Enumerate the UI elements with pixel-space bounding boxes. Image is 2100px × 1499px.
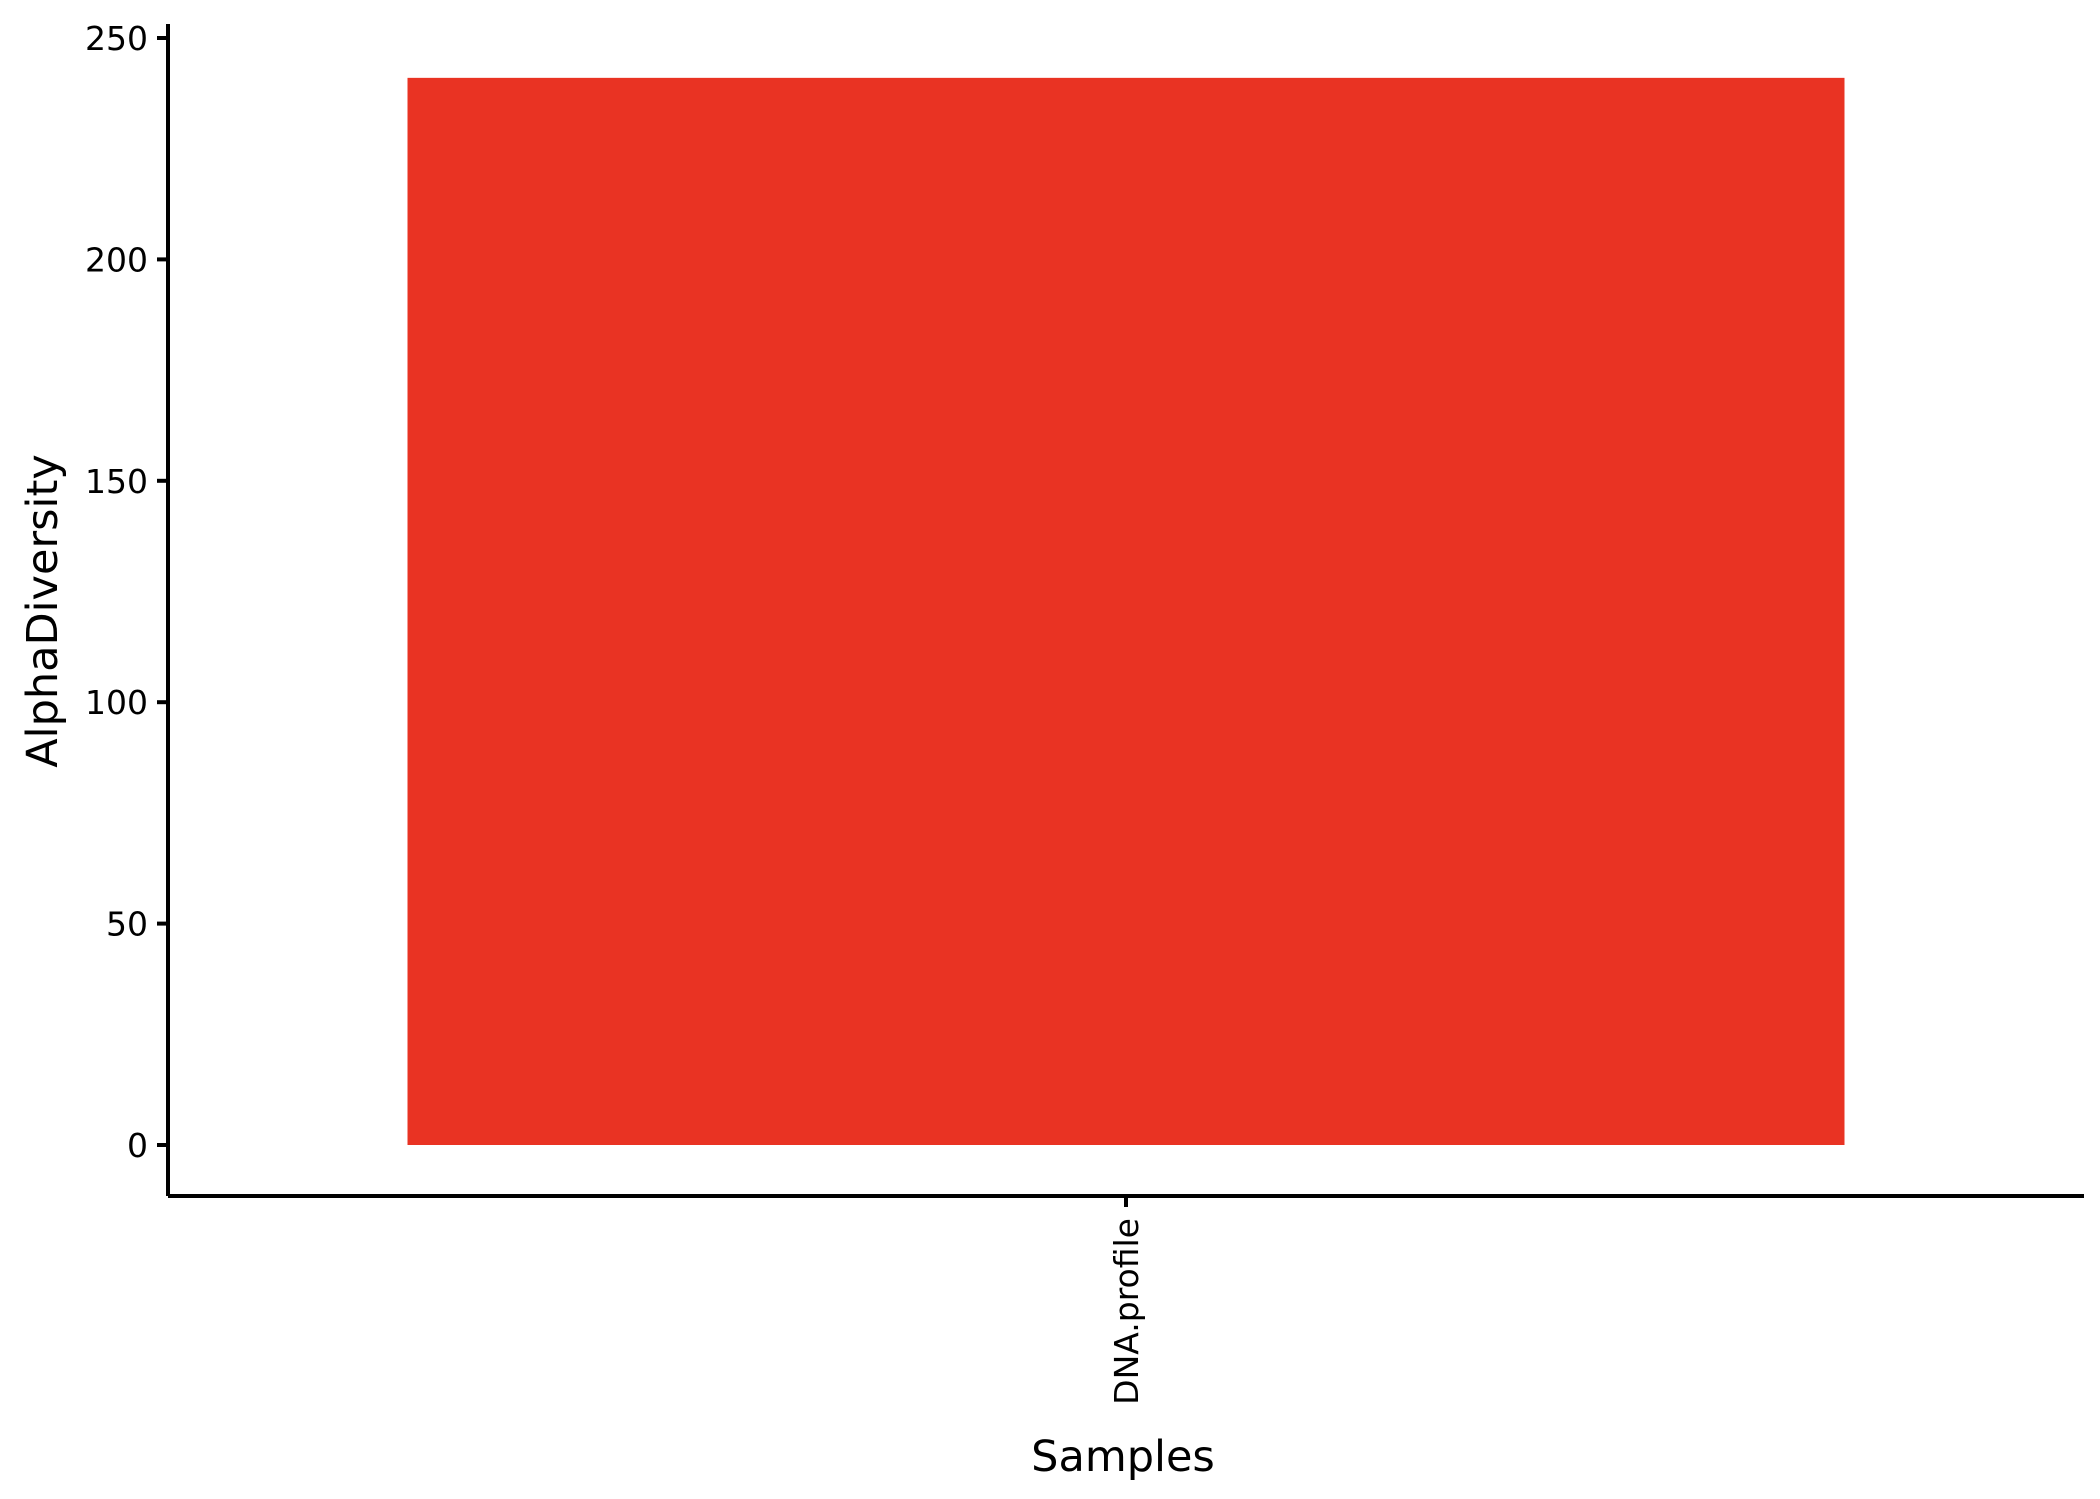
bar-dna-profile [407,77,1845,1145]
y-axis-title: AlphaDiversity [18,454,68,768]
x-axis-ticks: DNA.profile [1107,1196,1146,1405]
y-tick-label: 250 [85,19,148,58]
y-tick-label: 200 [85,240,148,279]
bars-group [407,77,1845,1145]
x-axis-title: Samples [1031,1432,1215,1482]
y-tick-label: 0 [127,1126,148,1165]
y-tick-label: 50 [106,905,148,944]
y-axis-ticks: 0 50 100 150 200 250 [85,19,168,1165]
x-tick-label: DNA.profile [1107,1218,1146,1405]
y-tick-label: 150 [85,462,148,501]
y-tick-label: 100 [85,683,148,722]
